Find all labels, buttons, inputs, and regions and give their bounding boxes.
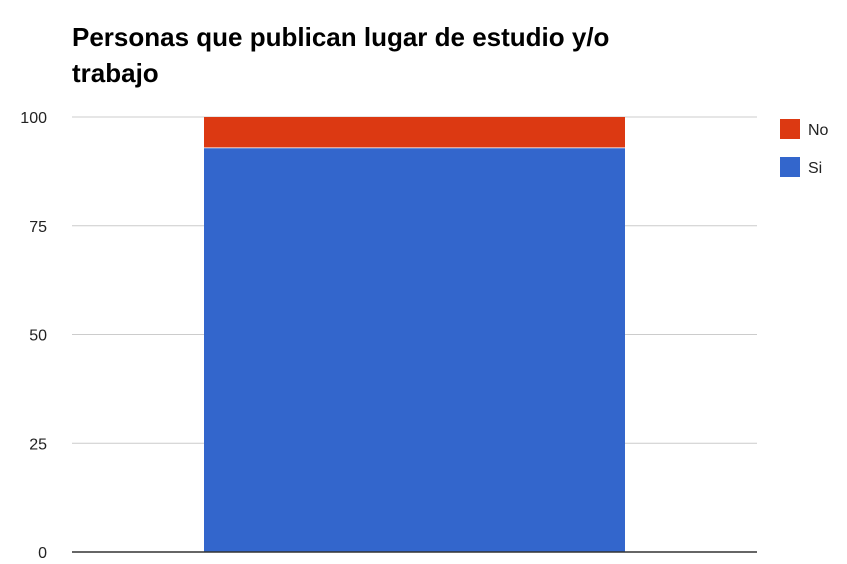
bar-si — [204, 147, 625, 552]
y-tick-label-75: 75 — [29, 219, 47, 236]
legend: No Si — [780, 119, 829, 177]
y-axis-tick-labels: 0 25 50 75 100 — [20, 110, 47, 562]
chart-title-line-1: Personas que publican lugar de estudio y… — [72, 22, 609, 52]
y-tick-label-50: 50 — [29, 328, 47, 345]
y-tick-label-0: 0 — [38, 545, 47, 562]
chart-title-line-2: trabajo — [72, 58, 159, 88]
bars — [204, 117, 625, 552]
legend-swatch-si — [780, 157, 800, 177]
y-tick-label-25: 25 — [29, 436, 47, 453]
bar-no — [204, 117, 625, 148]
legend-label-si: Si — [808, 160, 822, 177]
legend-swatch-no — [780, 119, 800, 139]
chart-title: Personas que publican lugar de estudio y… — [72, 22, 609, 88]
y-tick-label-100: 100 — [20, 110, 47, 127]
legend-label-no: No — [808, 122, 829, 139]
